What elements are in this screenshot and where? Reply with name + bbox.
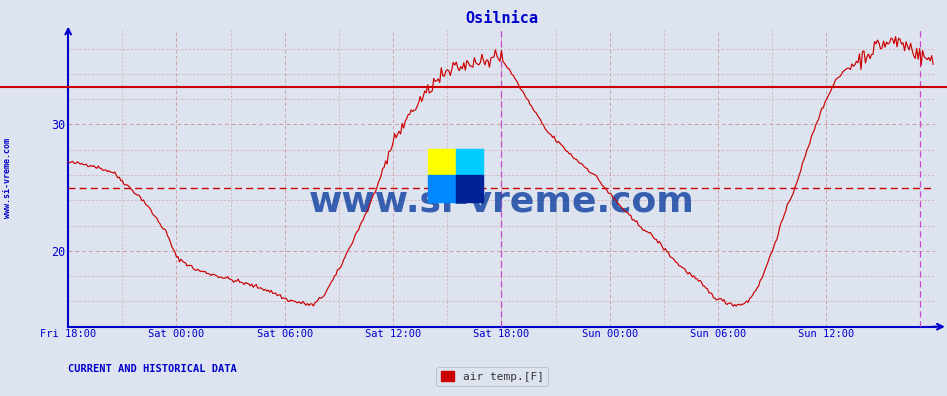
- Bar: [428, 175, 456, 202]
- Text: www.si-vreme.com: www.si-vreme.com: [309, 185, 694, 219]
- Title: Osilnica: Osilnica: [465, 11, 538, 26]
- Text: CURRENT AND HISTORICAL DATA: CURRENT AND HISTORICAL DATA: [68, 364, 237, 374]
- Legend: air temp.[F]: air temp.[F]: [437, 367, 548, 386]
- Text: www.si-vreme.com: www.si-vreme.com: [3, 138, 12, 218]
- Bar: [428, 148, 456, 175]
- Bar: [456, 175, 483, 202]
- Bar: [456, 148, 483, 175]
